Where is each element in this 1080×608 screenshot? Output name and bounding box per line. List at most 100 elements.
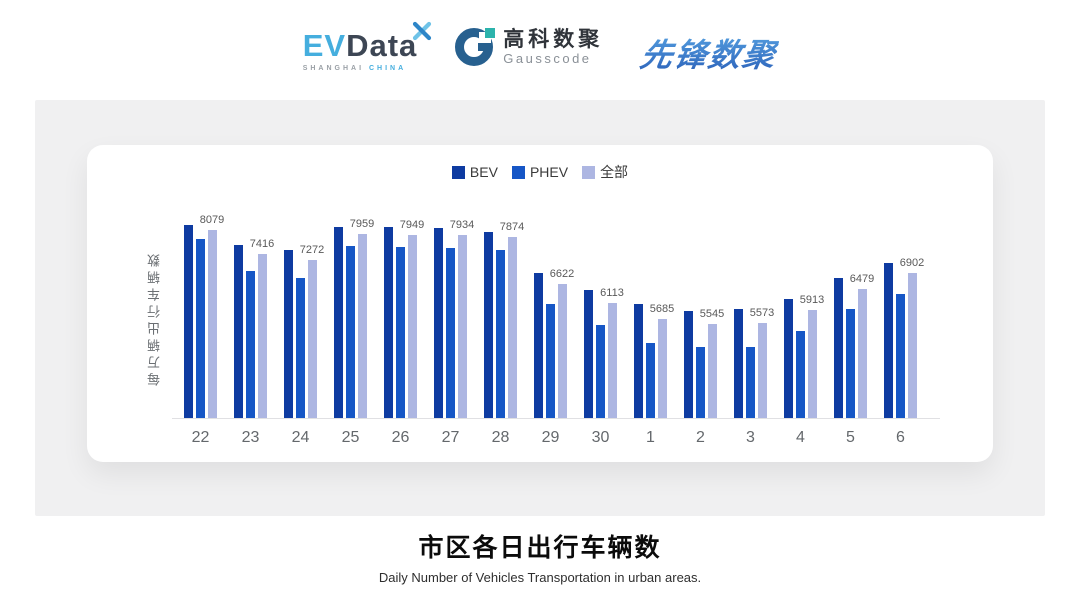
bar-BEV-4[interactable] [784,299,793,418]
bar-PHEV-25[interactable] [346,246,355,418]
bar-全部-1[interactable] [658,319,667,418]
evdata-wordmark: EVData [303,30,418,61]
bar-BEV-6[interactable] [884,263,893,418]
legend-item-全部[interactable]: 全部 [582,162,628,182]
bar-group-2: 5545 2 [684,218,724,446]
bar-BEV-2[interactable] [684,311,693,418]
bar-全部-24[interactable] [308,260,317,418]
bars [234,218,267,418]
category-label-28: 28 [491,429,510,446]
bar-group-29: 6622 29 [534,218,574,446]
bar-group-24: 7272 24 [284,218,324,446]
bar-PHEV-6[interactable] [896,294,905,418]
evdata-shanghai-text: SHANGHAI [302,65,365,72]
pioneer-wordmark: 先锋数聚 [637,30,781,76]
chart-card: BEV PHEV 全部 每万辆出行车辆数 8079 22 7416 23 7272 24 795… [87,145,993,462]
bars [734,218,767,418]
bar-PHEV-1[interactable] [646,343,655,418]
gausscode-cn-text: 高科数聚 [503,28,604,51]
value-label-4: 5913 [799,294,825,306]
bar-BEV-23[interactable] [234,245,243,418]
bar-BEV-28[interactable] [484,232,493,418]
bar-BEV-27[interactable] [434,228,443,418]
category-label-24: 24 [291,429,310,446]
bar-全部-26[interactable] [408,235,417,418]
category-label-30: 30 [591,429,610,446]
category-label-26: 26 [391,429,410,446]
legend-item-PHEV[interactable]: PHEV [511,164,568,180]
value-label-30: 6113 [600,287,624,299]
evdata-subtitle: SHANGHAI CHINA [303,65,418,72]
category-label-1: 1 [646,429,655,446]
bar-group-6: 6902 6 [884,218,924,446]
bar-PHEV-30[interactable] [596,325,605,418]
value-label-26: 7949 [399,219,425,231]
value-label-3: 5573 [749,307,775,319]
bar-PHEV-5[interactable] [846,309,855,418]
bars [284,218,317,418]
bar-全部-22[interactable] [208,230,217,418]
category-label-25: 25 [341,429,360,446]
bars [434,218,467,418]
bar-全部-30[interactable] [608,303,617,418]
bar-全部-5[interactable] [858,289,867,418]
bar-PHEV-2[interactable] [696,347,705,418]
bar-BEV-22[interactable] [184,225,193,418]
bar-PHEV-28[interactable] [496,250,505,418]
bar-BEV-1[interactable] [634,304,643,418]
value-label-1: 5685 [649,303,675,315]
bar-BEV-3[interactable] [734,309,743,418]
bar-BEV-30[interactable] [584,290,593,418]
bar-PHEV-24[interactable] [296,278,305,418]
chart-subtitle: Daily Number of Vehicles Transportation … [378,570,702,585]
bar-group-5: 6479 5 [834,218,874,446]
legend-item-BEV[interactable]: BEV [451,164,498,180]
bars [184,218,217,418]
bars [534,218,567,418]
evdata-logo: EVData SHANGHAI CHINA [303,21,432,72]
bar-全部-27[interactable] [458,235,467,418]
bar-BEV-24[interactable] [284,250,293,418]
bar-group-23: 7416 23 [234,218,274,446]
bar-PHEV-29[interactable] [546,304,555,418]
bar-PHEV-27[interactable] [446,248,455,418]
bar-BEV-25[interactable] [334,227,343,418]
bar-PHEV-23[interactable] [246,271,255,418]
bars [834,218,867,418]
bar-全部-3[interactable] [758,323,767,418]
gausscode-en-text: Gausscode [503,51,592,67]
bar-group-22: 8079 22 [184,214,224,446]
bar-全部-28[interactable] [508,237,517,418]
pioneer-logo: 先锋数聚 [638,22,780,76]
category-label-3: 3 [746,429,755,446]
bars [384,218,417,418]
bars [484,218,517,418]
bar-PHEV-3[interactable] [746,347,755,418]
legend-swatch-icon [582,165,596,179]
bar-BEV-5[interactable] [834,278,843,418]
evdata-sparkle-icon [411,20,433,47]
bar-group-25: 7959 25 [334,218,374,446]
evdata-china-text: CHINA [369,65,407,72]
bars [634,218,667,418]
bar-PHEV-4[interactable] [796,331,805,418]
legend-label: BEV [469,164,498,180]
bar-group-28: 7874 28 [484,218,524,446]
bar-全部-2[interactable] [708,324,717,418]
category-label-2: 2 [696,429,705,446]
bar-BEV-29[interactable] [534,273,543,418]
bar-BEV-26[interactable] [384,227,393,418]
bar-全部-4[interactable] [808,310,817,418]
bar-全部-25[interactable] [358,234,367,418]
evdata-ev-text: EV [302,28,347,63]
logo-row: EVData SHANGHAI CHINA 高科数聚 [0,21,1080,76]
bars [884,218,917,418]
bar-全部-6[interactable] [908,273,917,418]
bar-group-26: 7949 26 [384,218,424,446]
bar-全部-23[interactable] [258,254,267,418]
bar-全部-29[interactable] [558,284,567,418]
y-axis-label: 每万辆出行车辆数 [147,250,162,386]
bar-PHEV-22[interactable] [196,239,205,418]
bar-PHEV-26[interactable] [396,247,405,418]
bar-group-4: 5913 4 [784,218,824,446]
